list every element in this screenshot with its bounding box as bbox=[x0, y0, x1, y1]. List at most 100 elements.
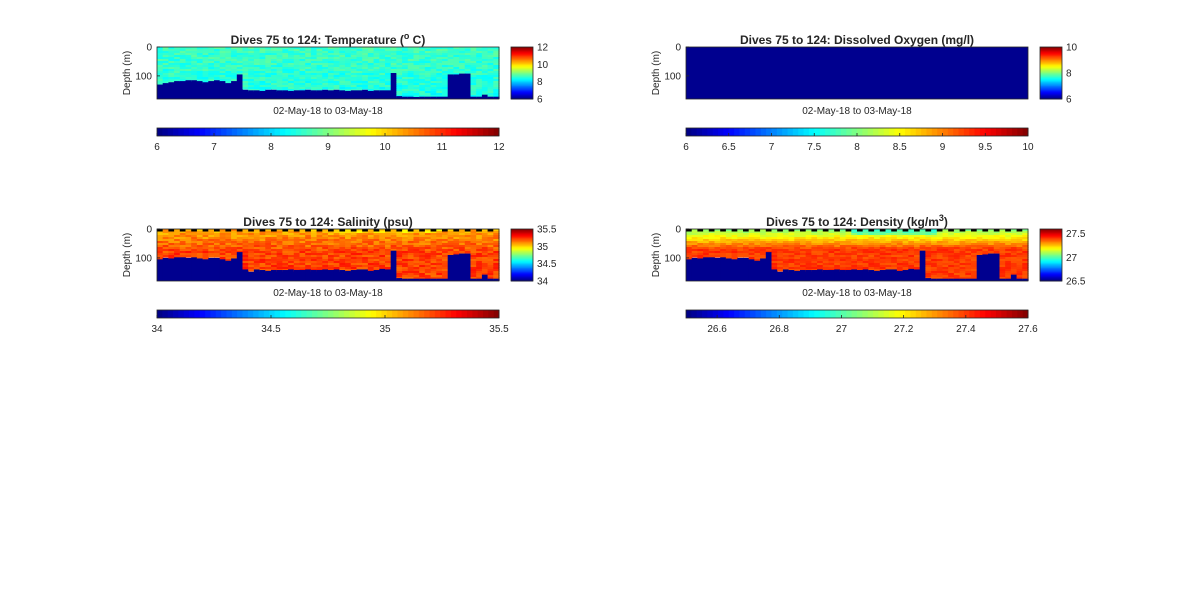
data-cell bbox=[248, 261, 255, 264]
data-cell bbox=[396, 57, 403, 60]
colorbar-segment bbox=[1040, 87, 1062, 90]
data-cell bbox=[487, 85, 494, 88]
data-cell bbox=[1010, 255, 1018, 258]
data-cell bbox=[487, 231, 494, 234]
data-cell bbox=[402, 89, 409, 92]
data-cell bbox=[373, 251, 380, 254]
data-cell bbox=[493, 91, 500, 94]
data-cell bbox=[430, 47, 437, 50]
data-cell bbox=[822, 243, 830, 246]
data-cell bbox=[430, 249, 437, 252]
data-cell bbox=[436, 83, 443, 86]
data-cell bbox=[800, 267, 807, 270]
data-cell bbox=[982, 243, 989, 246]
data-cell bbox=[356, 89, 363, 92]
data-cell bbox=[936, 263, 944, 266]
data-cell bbox=[345, 229, 352, 232]
data-cell bbox=[157, 247, 164, 250]
data-cell bbox=[322, 237, 329, 240]
below-bottom-mask bbox=[379, 268, 386, 281]
data-cell bbox=[248, 257, 255, 260]
data-cell bbox=[373, 259, 380, 262]
data-cell bbox=[373, 69, 380, 72]
data-cell bbox=[367, 81, 375, 84]
data-cell bbox=[174, 239, 181, 242]
data-cell bbox=[805, 251, 812, 254]
data-cell bbox=[356, 69, 363, 72]
data-cell bbox=[476, 259, 483, 262]
data-cell bbox=[385, 253, 392, 256]
data-cell bbox=[253, 257, 261, 260]
data-cell bbox=[430, 77, 437, 80]
colorbar-segment bbox=[511, 251, 533, 253]
colorbar-segment bbox=[1040, 89, 1062, 92]
data-cell bbox=[424, 259, 432, 262]
y-tick-label: 0 bbox=[675, 225, 681, 236]
below-bottom-mask bbox=[333, 269, 340, 281]
data-cell bbox=[481, 271, 489, 274]
data-cell bbox=[328, 233, 335, 236]
data-cell bbox=[925, 261, 932, 264]
hcolorbar-tick-label: 11 bbox=[437, 142, 448, 153]
data-cell bbox=[493, 79, 500, 82]
data-cell bbox=[168, 253, 175, 256]
data-cell bbox=[754, 245, 761, 248]
data-cell bbox=[293, 69, 301, 72]
data-cell bbox=[442, 61, 449, 64]
data-cell bbox=[413, 251, 420, 254]
data-cell bbox=[276, 235, 283, 238]
data-cell bbox=[305, 255, 312, 258]
data-cell bbox=[1010, 245, 1018, 248]
data-cell bbox=[299, 47, 306, 50]
colorbar-segment bbox=[511, 232, 533, 235]
below-bottom-mask bbox=[345, 270, 352, 281]
data-cell bbox=[299, 53, 306, 56]
data-cell bbox=[925, 249, 932, 252]
data-cell bbox=[885, 257, 892, 260]
data-cell bbox=[481, 85, 489, 88]
data-cell bbox=[271, 255, 278, 258]
data-cell bbox=[328, 237, 335, 240]
data-cell bbox=[487, 265, 494, 268]
data-cell bbox=[310, 255, 318, 258]
data-cell bbox=[339, 257, 346, 260]
colorbar-segment bbox=[511, 75, 533, 78]
data-cell bbox=[236, 69, 244, 72]
data-cell bbox=[988, 239, 995, 242]
below-bottom-mask bbox=[185, 257, 192, 281]
colorbar-segment bbox=[511, 239, 533, 242]
data-cell bbox=[305, 267, 312, 270]
data-cell bbox=[971, 233, 978, 236]
data-cell bbox=[271, 85, 278, 88]
data-cell bbox=[999, 255, 1006, 258]
data-cell bbox=[470, 89, 477, 92]
data-cell bbox=[436, 63, 443, 66]
data-cell bbox=[953, 267, 961, 270]
data-cell bbox=[748, 257, 755, 260]
data-cell bbox=[196, 229, 204, 232]
below-bottom-mask bbox=[714, 257, 721, 281]
below-bottom-mask bbox=[885, 269, 892, 281]
data-cell bbox=[407, 93, 415, 96]
data-cell bbox=[470, 73, 477, 76]
data-cell bbox=[379, 83, 386, 86]
hcolorbar-segment bbox=[199, 310, 206, 318]
data-cell bbox=[236, 63, 244, 66]
data-cell bbox=[356, 255, 363, 258]
data-cell bbox=[936, 253, 944, 256]
data-cell bbox=[470, 79, 477, 82]
data-cell bbox=[407, 231, 415, 234]
data-cell bbox=[231, 47, 238, 50]
data-cell bbox=[447, 251, 454, 254]
hcolorbar-segment bbox=[723, 128, 730, 136]
data-cell bbox=[430, 59, 437, 62]
data-cell bbox=[402, 91, 409, 94]
data-cell bbox=[436, 229, 443, 232]
data-cell bbox=[1010, 271, 1018, 274]
data-cell bbox=[362, 71, 369, 74]
data-cell bbox=[322, 259, 329, 262]
hcolorbar-tick-label: 26.8 bbox=[770, 324, 790, 335]
data-cell bbox=[288, 79, 295, 82]
data-cell bbox=[851, 263, 858, 266]
data-cell bbox=[1022, 265, 1029, 268]
